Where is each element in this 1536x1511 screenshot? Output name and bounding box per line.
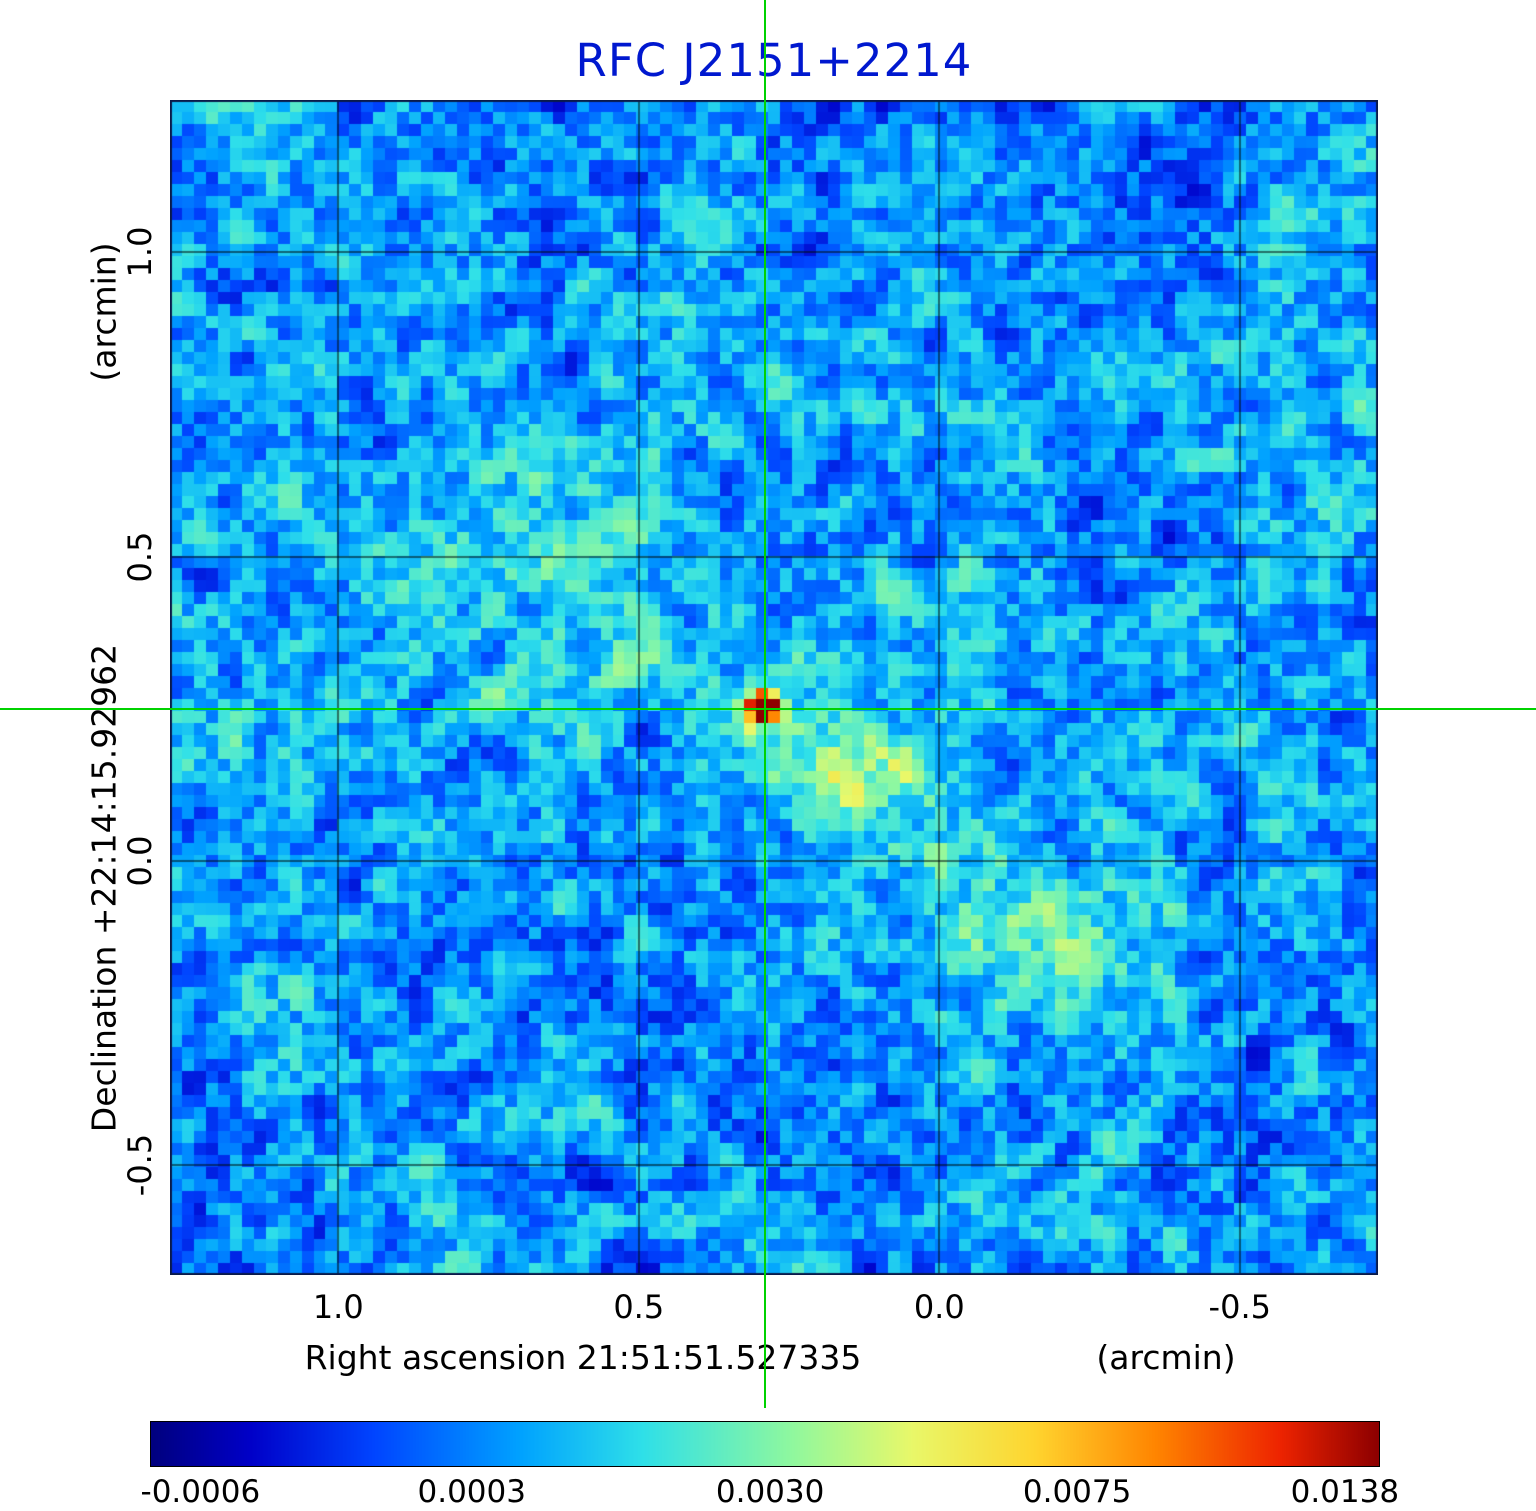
y-tick-label: 1.0 [121,226,159,278]
colorbar [150,1421,1380,1467]
colorbar-tick-label: 0.0138 [1290,1474,1400,1510]
x-tick-label: 0.0 [913,1288,965,1326]
colorbar-tick-label: 0.0075 [1022,1474,1132,1510]
y-axis-title-text: Declination +22:14:15.92962 [84,643,124,1133]
figure-title: RFC J2151+2214 [575,34,973,87]
colorbar-tick-label: -0.0006 [140,1474,261,1510]
y-tick-label: 0.0 [121,835,159,887]
crosshair-horizontal-line [0,707,1536,710]
x-tick-label: 1.0 [312,1288,364,1326]
crosshair-vertical-line [763,0,766,1408]
x-axis-unit-label: (arcmin) [1096,1338,1236,1377]
y-axis-unit-label: (arcmin) [84,242,124,382]
x-tick-label: 0.5 [613,1288,665,1326]
y-tick-label: -0.5 [121,1134,159,1197]
colorbar-tick-label: 0.0030 [715,1474,825,1510]
plot-area [170,100,1378,1275]
x-axis-title-text: Right ascension 21:51:51.527335 [304,1338,862,1377]
y-tick-label: 0.5 [121,531,159,583]
x-tick-label: -0.5 [1208,1288,1271,1326]
intensity-heatmap-canvas [170,100,1378,1275]
colorbar-tick-label: 0.0003 [417,1474,526,1510]
